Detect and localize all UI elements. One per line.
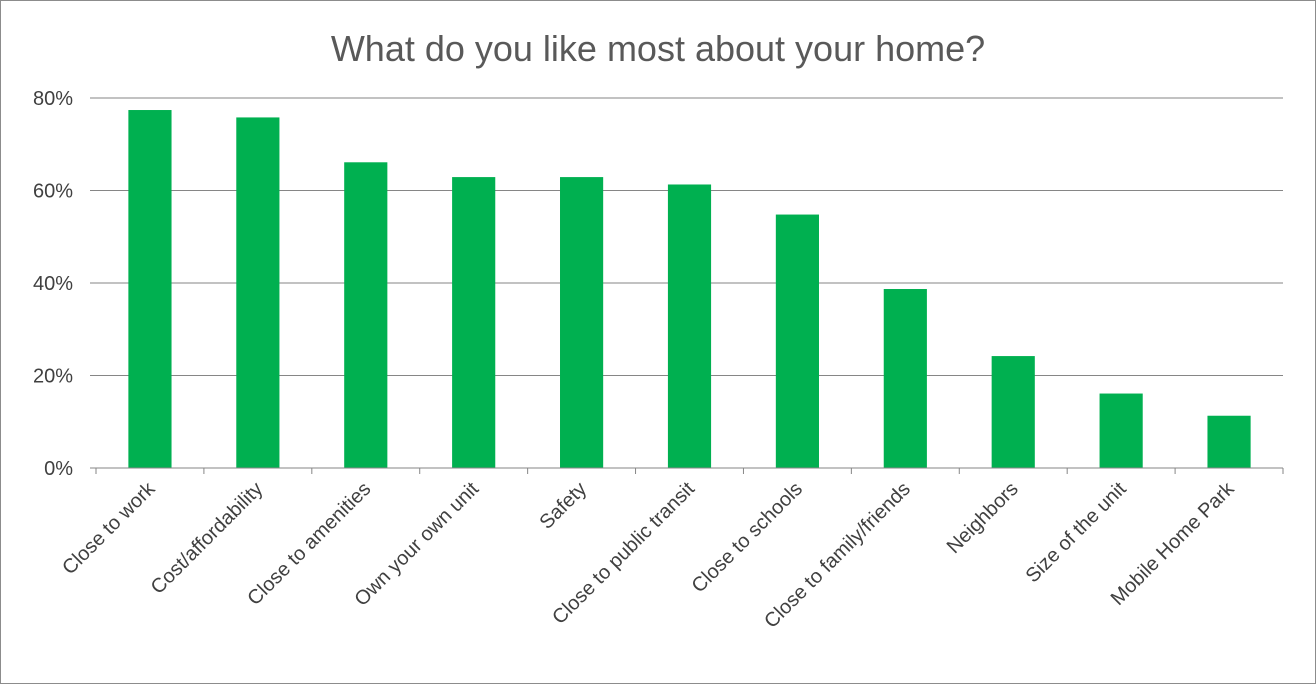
x-category-label: Close to schools [688,478,807,597]
bar [667,184,712,469]
y-tick-label: 20% [33,366,73,388]
y-tick-label: 0% [44,458,73,480]
bar [344,162,388,468]
y-tick-label: 60% [33,181,73,203]
bar [1099,393,1143,468]
x-category-label: Neighbors [943,478,1023,558]
bar [883,289,927,468]
x-category-label: Safety [535,478,591,534]
x-category-label: Close to work [58,477,160,579]
x-category-label: Size of the unit [1022,478,1131,587]
bar [560,177,604,468]
x-category-label: Cost/affordability [147,478,268,599]
y-tick-label: 40% [33,273,73,295]
x-axis [90,97,1284,474]
bars [128,110,1251,469]
bar [452,177,496,468]
bar [128,110,172,469]
y-tick-label: 80% [33,88,73,110]
y-axis-tick-labels: 0% 20% 40% 60% 80% [33,88,73,480]
chart-title: What do you like most about your home? [331,28,985,69]
bar [1207,415,1251,468]
bar [236,117,280,469]
bar [775,214,819,468]
bar [991,356,1035,468]
